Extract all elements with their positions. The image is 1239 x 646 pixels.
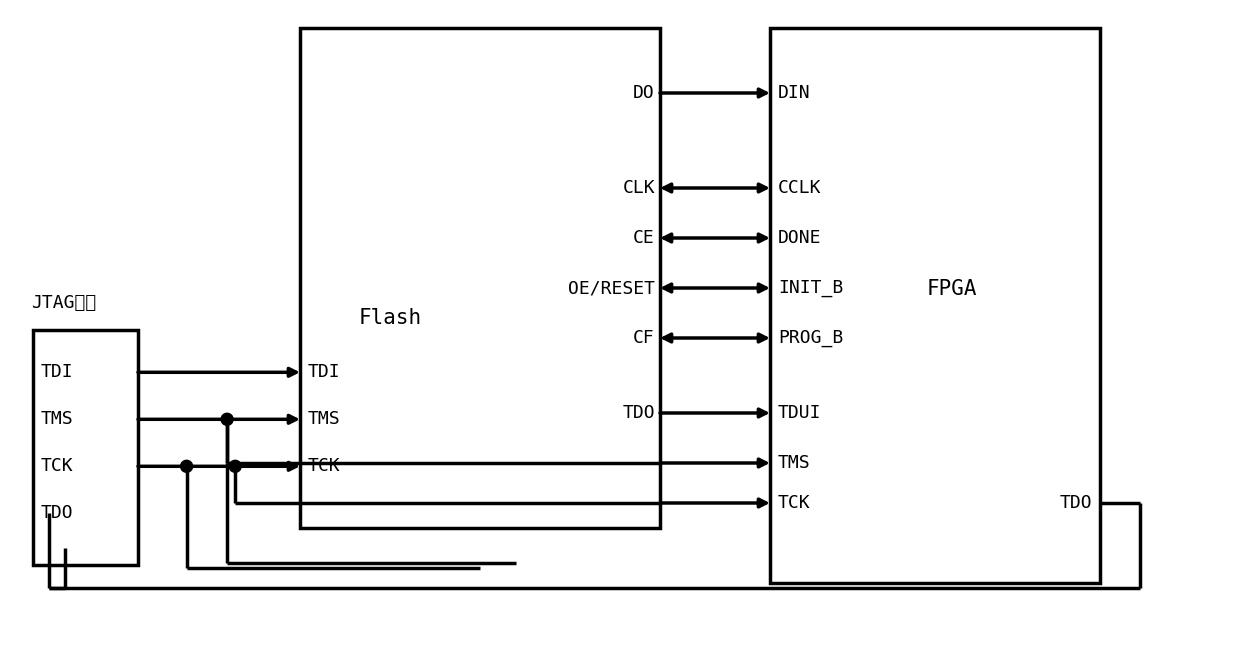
Text: CF: CF (633, 329, 655, 347)
Circle shape (221, 413, 233, 425)
Text: TDO: TDO (41, 505, 73, 523)
Text: DONE: DONE (778, 229, 821, 247)
Text: OE/RESET: OE/RESET (567, 279, 655, 297)
Text: DO: DO (633, 84, 655, 102)
Text: Flash: Flash (358, 308, 421, 328)
Bar (300, 28, 660, 528)
Text: INIT_B: INIT_B (778, 279, 844, 297)
Circle shape (229, 461, 242, 472)
Bar (769, 28, 1100, 583)
Text: DIN: DIN (778, 84, 810, 102)
Text: TDI: TDI (41, 363, 73, 381)
Text: FPGA: FPGA (927, 279, 976, 299)
Text: TCK: TCK (778, 494, 810, 512)
Text: TDI: TDI (309, 363, 341, 381)
Circle shape (181, 461, 192, 472)
Text: CCLK: CCLK (778, 179, 821, 197)
Bar (33, 330, 138, 565)
Text: TCK: TCK (41, 457, 73, 475)
Text: JTAG接口: JTAG接口 (31, 294, 97, 312)
Text: TDUI: TDUI (778, 404, 821, 422)
Text: TDO: TDO (622, 404, 655, 422)
Text: TDO: TDO (1059, 494, 1092, 512)
Text: PROG_B: PROG_B (778, 329, 844, 347)
Text: TMS: TMS (309, 410, 341, 428)
Text: TCK: TCK (309, 457, 341, 475)
Text: TMS: TMS (41, 410, 73, 428)
Text: TMS: TMS (778, 454, 810, 472)
Text: CLK: CLK (622, 179, 655, 197)
Text: CE: CE (633, 229, 655, 247)
